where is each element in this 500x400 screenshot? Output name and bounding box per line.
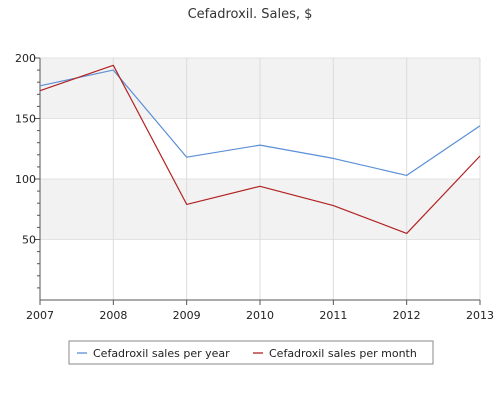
y-tick-label: 200 [15,52,36,65]
gridlines [40,57,481,300]
legend-label-series-0: Cefadroxil sales per year [93,347,230,360]
legend-label-series-1: Cefadroxil sales per month [269,347,417,360]
chart-title: Cefadroxil. Sales, $ [188,7,313,22]
y-tick-label: 150 [15,113,36,126]
series-line-0 [39,69,481,176]
x-tick-label: 2009 [173,309,201,322]
x-tick-label: 2008 [99,309,127,322]
series-line-1 [39,64,481,234]
legend: Cefadroxil sales per year Cefadroxil sal… [68,340,434,365]
x-tick-label: 2010 [246,309,274,322]
x-tick-label: 2007 [26,309,54,322]
series-lines [39,64,481,234]
y-axis-ticks: 50 100 150 200 [15,52,40,289]
x-tick-label: 2012 [393,309,421,322]
legend-box [68,340,434,365]
x-tick-label: 2013 [466,309,494,322]
y-tick-label: 50 [22,234,36,247]
x-tick-label: 2011 [319,309,347,322]
x-axis-ticks: 2007 2008 2009 2010 2011 2012 2013 [26,300,494,322]
y-tick-label: 100 [15,173,36,186]
